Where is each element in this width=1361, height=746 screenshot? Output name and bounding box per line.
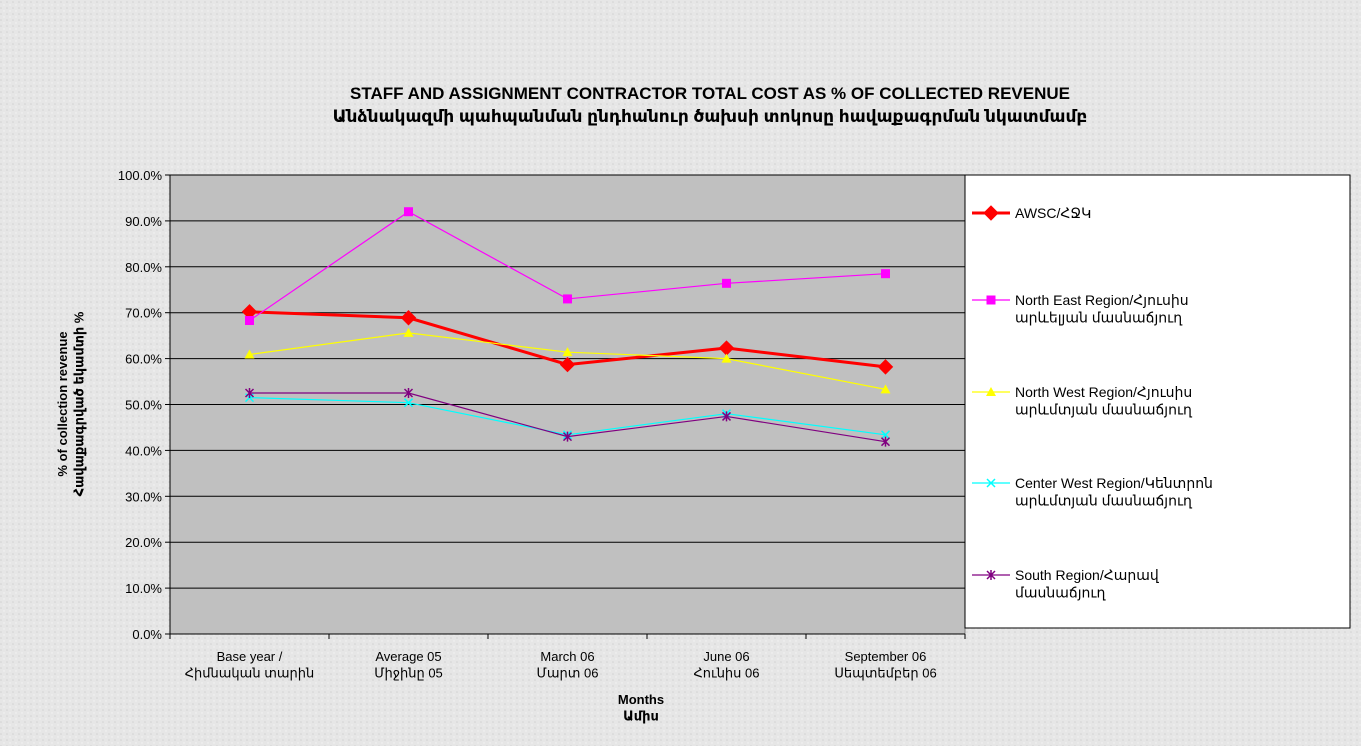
marker: [245, 316, 254, 326]
marker: [881, 269, 890, 279]
marker: [559, 356, 576, 373]
y-tick-label: 30.0%: [125, 489, 162, 504]
marker: [403, 327, 414, 337]
marker: [400, 310, 417, 326]
chart-title: STAFF AND ASSIGNMENT CONTRACTOR TOTAL CO…: [350, 84, 1070, 103]
marker: [404, 207, 413, 217]
y-tick-label: 20.0%: [125, 535, 162, 550]
marker: [562, 431, 573, 442]
marker: [880, 436, 891, 447]
y-tick-label: 100.0%: [118, 168, 163, 183]
legend-label: North East Region/Հյուսիս արևելյան մասնաճ…: [1015, 292, 1189, 326]
legend-label: North West Region/Հյուսիս արևմտյան մասնաճ…: [1015, 384, 1193, 418]
legend-label: Center West Region/Կենտրոն արևմտյան մասնա…: [1015, 475, 1213, 509]
legend-label: South Region/Հարավ մասնաճյուղ: [1015, 567, 1160, 601]
y-tick-label: 80.0%: [125, 260, 162, 275]
x-tick-label: March 06 Մարտ 06: [537, 649, 599, 680]
marker: [983, 205, 999, 221]
x-axis-title: Months Ամիս: [618, 692, 664, 723]
marker: [721, 353, 732, 363]
marker: [877, 359, 894, 375]
chart-subtitle: Անձնակազմի պահպանման ընդհանուր ծախսի տոկ…: [333, 107, 1088, 126]
x-tick-label: June 06 Հունիս 06: [694, 649, 760, 680]
y-tick-label: 40.0%: [125, 443, 162, 458]
x-tick-label: Base year / Հիմնական տարին: [185, 649, 314, 680]
legend-label: AWSC/ՀՋԿ: [1015, 205, 1091, 221]
x-tick-label: September 06 Սեպտեմբեր 06: [834, 649, 936, 680]
marker: [721, 411, 732, 422]
marker: [403, 388, 414, 399]
marker: [986, 387, 996, 396]
marker: [562, 347, 573, 357]
y-tick-label: 10.0%: [125, 581, 162, 596]
legend-box: [964, 174, 1351, 629]
y-tick-label: 70.0%: [125, 306, 162, 321]
marker: [244, 388, 255, 399]
y-tick-label: 60.0%: [125, 352, 162, 367]
marker: [563, 294, 572, 304]
marker: [722, 278, 731, 288]
marker: [986, 295, 996, 305]
y-tick-label: 50.0%: [125, 398, 162, 413]
x-tick-label: Average 05 Միջինը 05: [374, 649, 443, 680]
y-axis-title: % of collection revenueՀավաքագրված եկամտ…: [55, 311, 86, 496]
marker: [244, 349, 255, 359]
marker: [880, 384, 891, 394]
y-tick-label: 90.0%: [125, 214, 162, 229]
marker: [986, 478, 996, 488]
marker: [880, 430, 891, 440]
y-tick-label: 0.0%: [132, 627, 162, 642]
marker: [403, 398, 414, 408]
marker: [986, 570, 996, 580]
